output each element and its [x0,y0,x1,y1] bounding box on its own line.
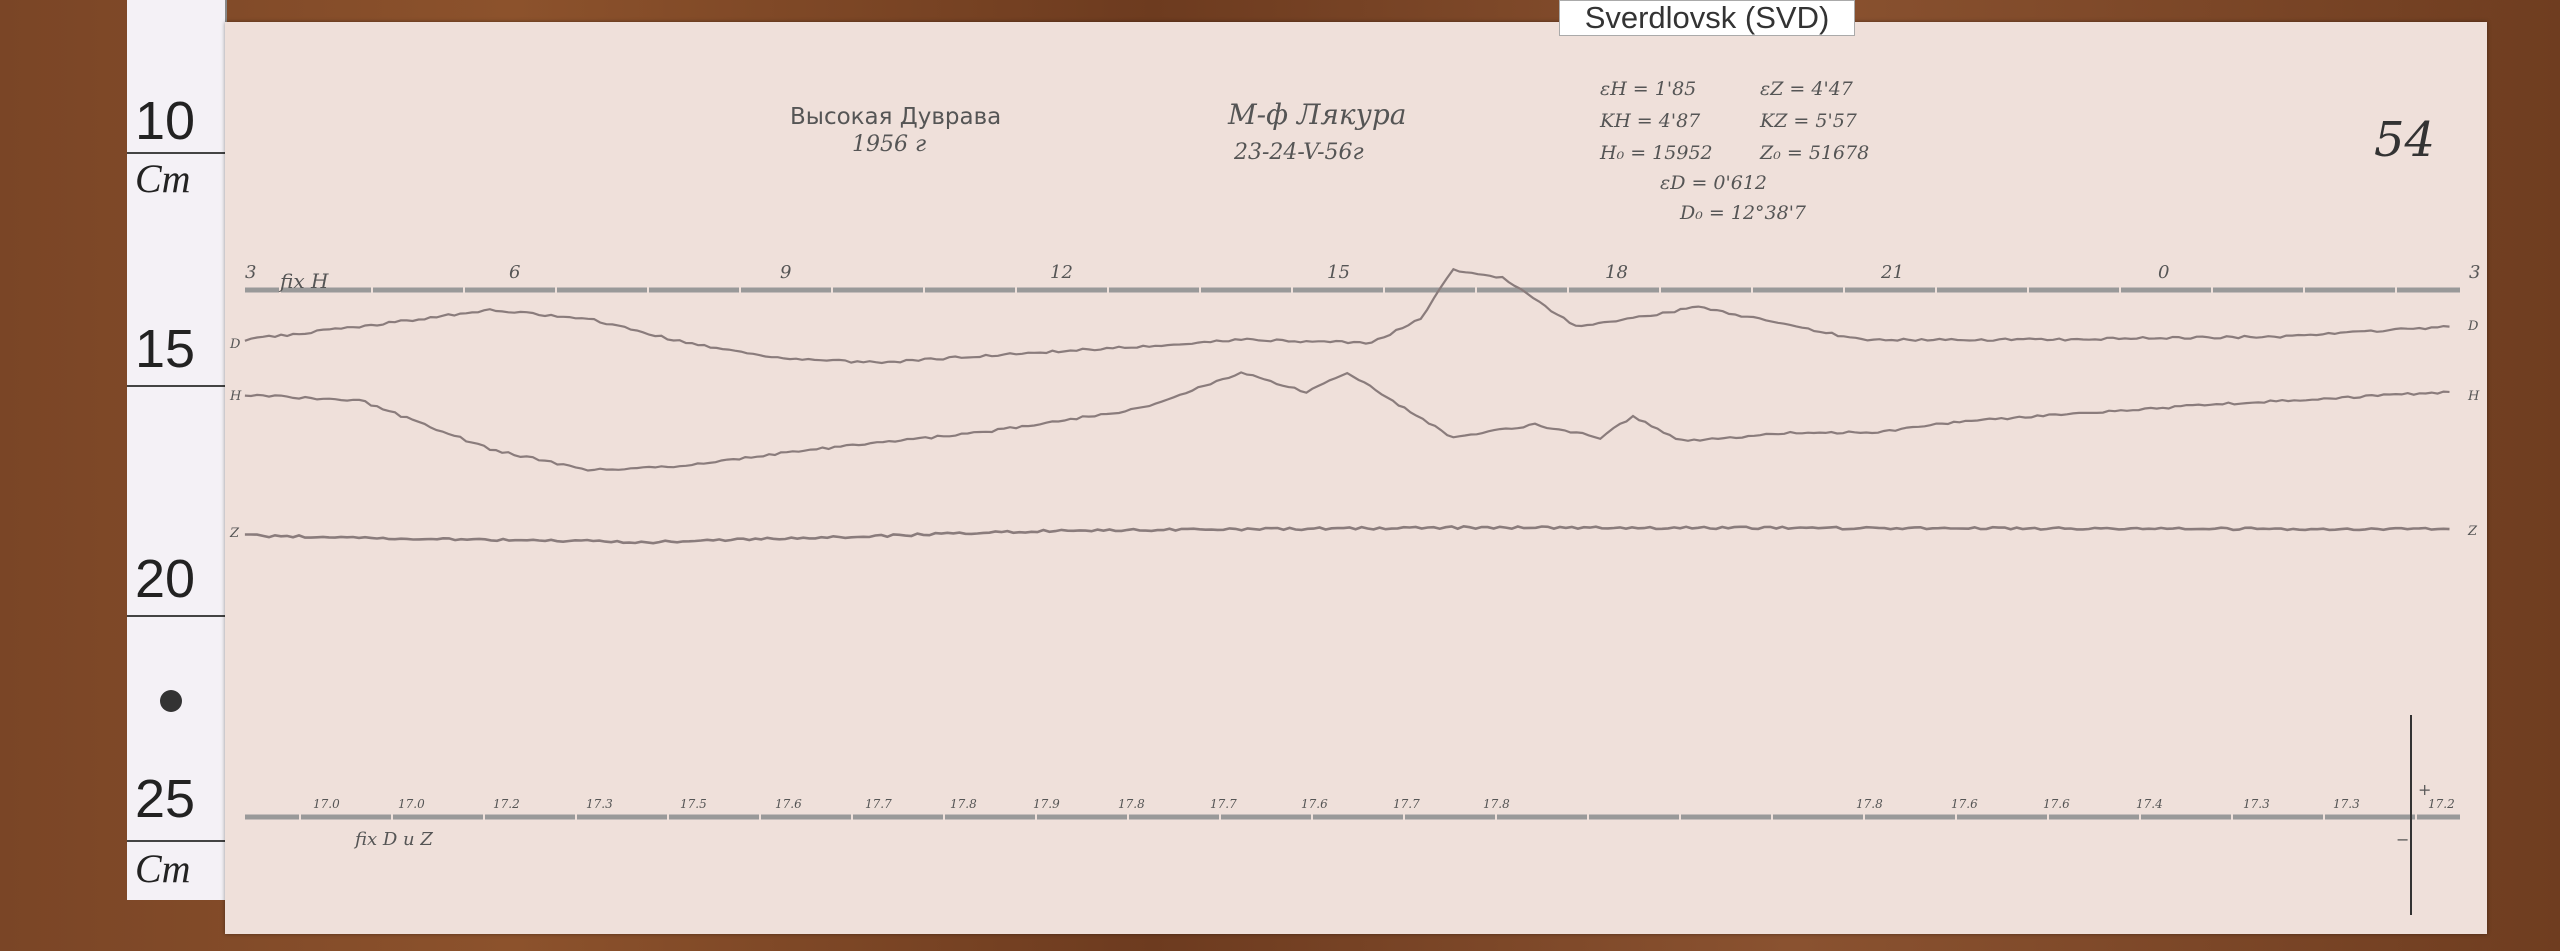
temperature-mark: 17.6 [1301,797,1328,811]
temperature-mark: 17.6 [775,797,802,811]
temperature-mark: 17.7 [1210,797,1237,811]
fix-dz-label: fix D и Z [353,829,433,850]
temperature-mark: 17.0 [398,797,425,811]
temperature-mark: 17.6 [1951,797,1978,811]
magnetogram-traces: 3 6 9 12 15 18 21 0 3 17.0 17.0 17.2 17.3 17.5 17.6 17.… [0,0,2560,951]
temperature-mark: 17.6 [2043,797,2070,811]
temperature-mark: 17.7 [865,797,892,811]
temperature-mark: 17.8 [1483,797,1510,811]
hour-mark: 0 [2158,262,2169,283]
temperature-mark: 17.3 [2333,797,2360,811]
fix-h-label: fix H [278,269,329,293]
temperature-mark: 17.3 [2243,797,2270,811]
hour-mark: 3 [245,262,256,283]
plus-sign: + [2418,780,2431,799]
hour-mark: 12 [1050,262,1073,283]
d-trace-label: D [229,337,241,352]
temperature-mark: 17.0 [313,797,340,811]
hour-mark: 15 [1327,262,1350,283]
temperature-mark: 17.2 [2428,797,2455,811]
z-trace-label: Z [229,526,240,541]
temperature-mark: 17.8 [1856,797,1883,811]
z-trace [245,526,2450,543]
temperature-mark: 17.9 [1033,797,1060,811]
h-trace [245,372,2450,470]
d-trace-label: D [2467,319,2479,334]
temperature-mark: 17.8 [950,797,977,811]
temperature-mark: 17.7 [1393,797,1420,811]
h-trace-label: H [2467,389,2480,404]
hour-mark: 21 [1880,262,1904,283]
temperature-mark: 17.5 [680,797,707,811]
z-trace-label: Z [2467,524,2478,539]
temperature-mark: 17.4 [2136,797,2163,811]
temperature-mark: 17.2 [493,797,520,811]
temperature-mark: 17.3 [586,797,613,811]
hour-mark: 9 [780,262,791,283]
hour-mark: 6 [509,262,520,283]
hour-mark: 18 [1605,262,1628,283]
h-trace-label: H [229,389,242,404]
d-trace [245,269,2450,363]
temperature-mark: 17.8 [1118,797,1145,811]
minus-sign: − [2396,830,2409,849]
hour-mark: 3 [2469,262,2480,283]
